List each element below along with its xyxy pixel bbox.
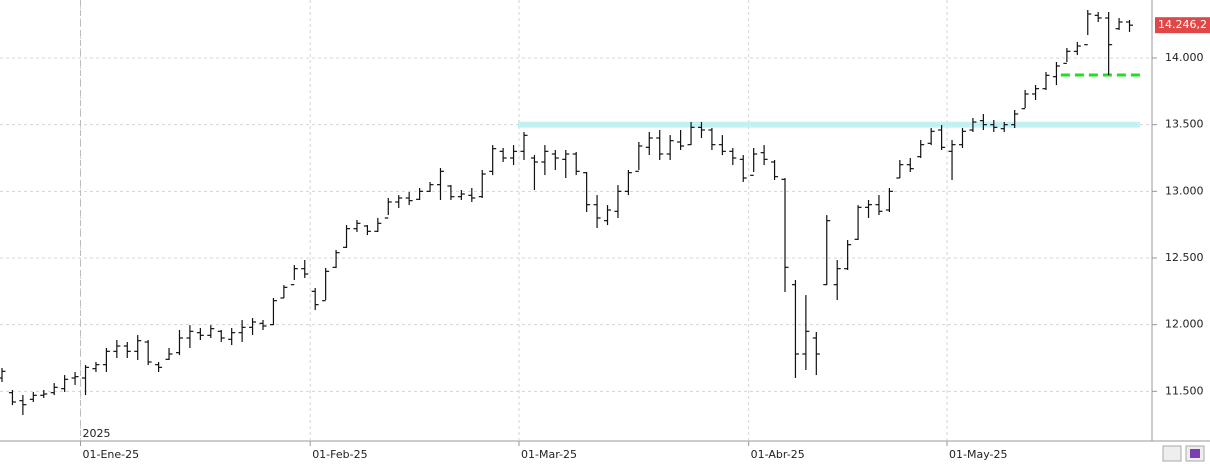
last-price-box — [1155, 17, 1210, 34]
year-label: 2025 — [83, 427, 111, 440]
save-icon — [1190, 449, 1200, 458]
x-tick-label: 01-May-25 — [949, 448, 1007, 461]
y-tick-label: 13.500 — [1165, 118, 1204, 131]
y-tick-label: 11.500 — [1165, 384, 1204, 397]
y-tick-label: 13.000 — [1165, 184, 1204, 197]
x-tick-label: 01-Abr-25 — [751, 448, 805, 461]
scale-button[interactable] — [1162, 445, 1182, 462]
y-tick-label: 12.000 — [1165, 318, 1204, 331]
x-tick-label: 01-Feb-25 — [312, 448, 367, 461]
x-tick-label: 01-Mar-25 — [521, 448, 577, 461]
y-tick-label: 14.000 — [1165, 51, 1204, 64]
x-tick-label: 01-Ene-25 — [83, 448, 140, 461]
level-band — [518, 121, 1140, 128]
y-tick-label: 12.500 — [1165, 251, 1204, 264]
last-price-label: 14.246,2 — [1158, 18, 1207, 31]
